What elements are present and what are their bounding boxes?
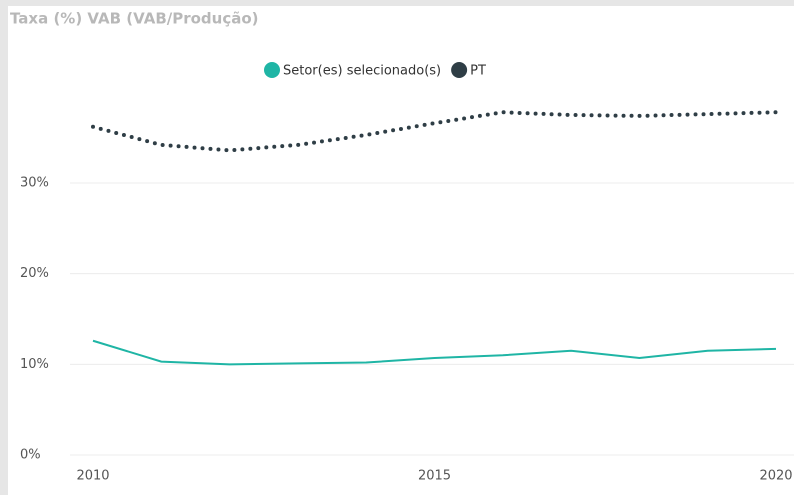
x-tick-label: 2015: [418, 469, 451, 484]
y-tick-label: 30%: [20, 176, 49, 191]
legend-label: Setor(es) selecionado(s): [283, 64, 441, 79]
line: [92, 339, 777, 366]
legend-label: PT: [470, 64, 486, 79]
x-tick-label: 2010: [76, 469, 109, 484]
line: [91, 110, 778, 153]
chart-title: Taxa (%) VAB (VAB/Produção): [10, 10, 259, 28]
legend-swatch: [264, 62, 280, 78]
y-tick-label: 0%: [20, 448, 41, 463]
x-tick-label: 2020: [759, 469, 792, 484]
panel: [8, 6, 794, 495]
y-tick-label: 10%: [20, 357, 49, 372]
y-tick-label: 20%: [20, 266, 49, 281]
legend-swatch: [451, 62, 468, 78]
